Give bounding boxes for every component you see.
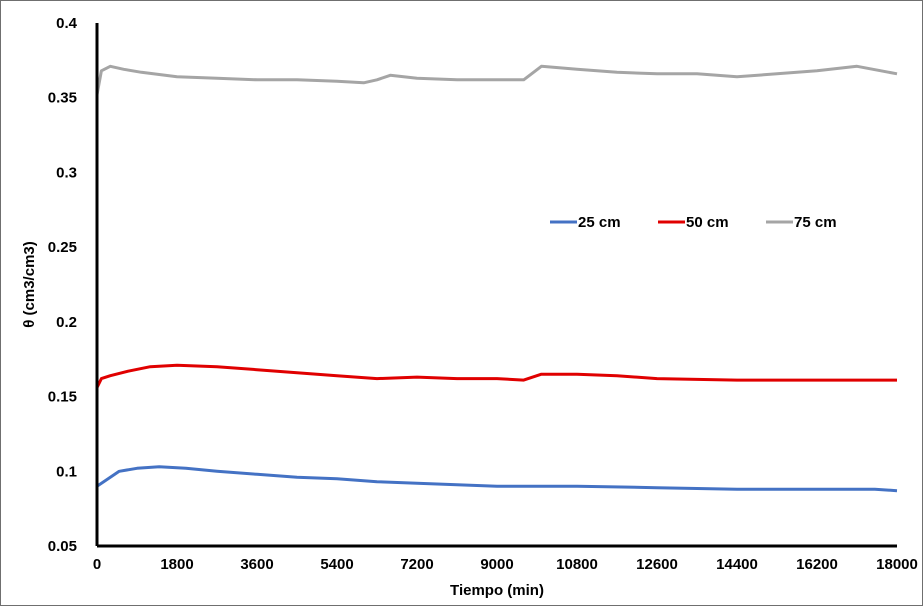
x-tick-label: 7200	[400, 556, 433, 573]
y-tick-label: 0.05	[48, 538, 77, 555]
y-axis-title: θ (cm3/cm3)	[21, 241, 38, 327]
x-tick-label: 3600	[240, 556, 273, 573]
x-axis-title: Tiempo (min)	[450, 582, 544, 599]
legend-label: 75 cm	[794, 214, 837, 231]
series-line	[96, 465, 898, 493]
y-tick-labels: 0.05 0.1 0.15 0.2 0.25 0.3 0.35 0.4	[48, 15, 78, 555]
x-tick-label: 14400	[716, 556, 758, 573]
y-tick-label: 0.25	[48, 239, 77, 256]
y-tick-label: 0.15	[48, 389, 77, 406]
series-line	[95, 64, 898, 95]
series-line	[95, 363, 897, 389]
y-tick-label: 0.1	[56, 463, 77, 480]
x-tick-label: 16200	[796, 556, 838, 573]
y-tick-label: 0.4	[56, 15, 78, 32]
x-tick-label: 12600	[636, 556, 678, 573]
x-tick-label: 10800	[556, 556, 598, 573]
y-tick-label: 0.3	[56, 164, 77, 181]
x-tick-labels: 0 1800 3600 5400 7200 9000 10800 12600 14400 1620…	[93, 556, 918, 573]
plot-lines	[95, 64, 898, 493]
legend-label: 25 cm	[578, 214, 621, 231]
x-tick-label: 1800	[160, 556, 193, 573]
x-tick-label: 9000	[480, 556, 513, 573]
legend: 25 cm 50 cm 75 cm	[550, 214, 837, 231]
y-tick-label: 0.2	[56, 314, 77, 331]
x-tick-label: 18000	[876, 556, 918, 573]
legend-label: 50 cm	[686, 214, 729, 231]
x-tick-label: 0	[93, 556, 101, 573]
y-tick-label: 0.35	[48, 90, 77, 107]
x-tick-label: 5400	[320, 556, 353, 573]
